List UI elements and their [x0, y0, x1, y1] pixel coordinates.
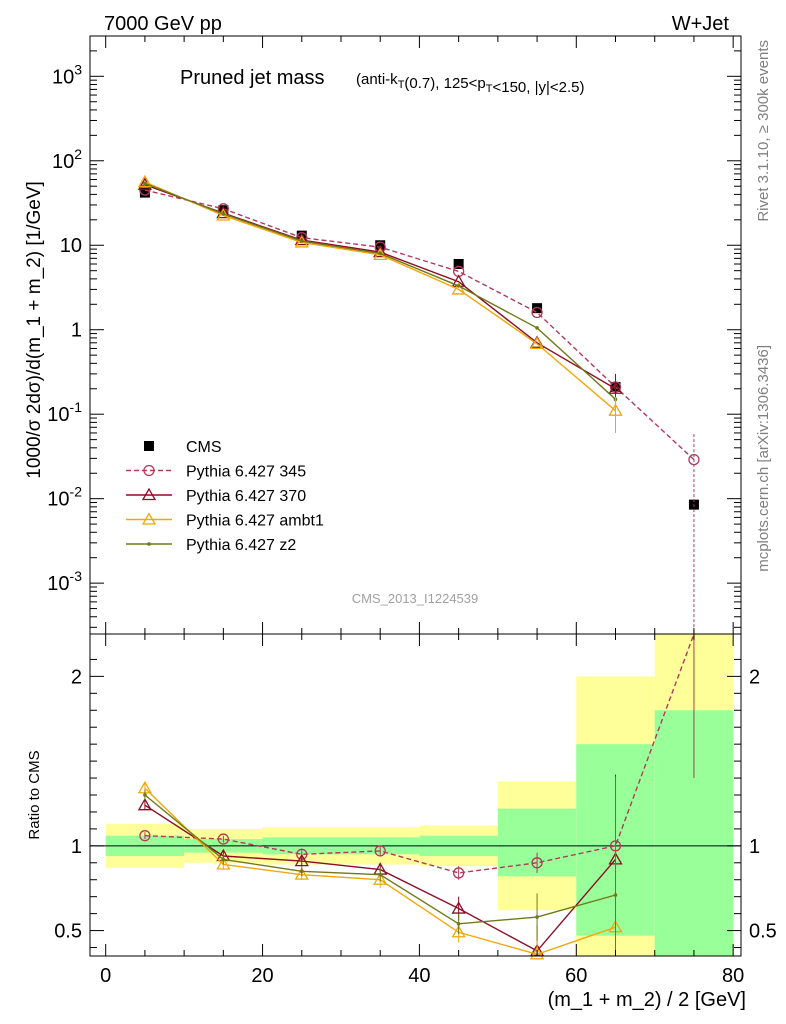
ratio-point-3-4	[456, 922, 461, 926]
main-point-3-4	[451, 282, 466, 295]
legend-marker-3	[141, 512, 157, 525]
x-tick-label-2: 40	[408, 965, 430, 987]
y-tick-label-0: 10-3	[47, 568, 82, 595]
ratio-point-3-1	[221, 857, 226, 862]
y-tick-label-2: 10-1	[47, 399, 82, 426]
legend-item-2: Pythia 6.427 370	[126, 487, 306, 505]
legend-item-1: Pythia 6.427 345	[126, 464, 306, 481]
y-tick-label-5: 102	[52, 146, 82, 173]
ratio-point-3-0	[143, 793, 147, 797]
main-point-0-4	[453, 258, 464, 269]
ratio-point-0-4	[452, 867, 465, 879]
main-series-3	[137, 174, 623, 416]
ratio-point-1-2	[294, 853, 309, 867]
y-tick-label-6: 103	[52, 61, 82, 88]
ratio-point-0-5	[531, 857, 543, 869]
ratio-point-3-3	[378, 872, 383, 877]
ratio-y-tick-label-right-1: 1	[749, 836, 760, 858]
ratio-y-axis-label: Ratio to CMS	[26, 750, 43, 839]
header-right: W+Jet	[672, 13, 730, 35]
main-series	[137, 174, 700, 634]
main-line-3	[144, 181, 616, 412]
ratio-line-0	[144, 633, 695, 874]
legend: CMS Pythia 6.427 345 Pythia 6.427 370 Pythi…	[126, 439, 324, 554]
ratio-point-2-3	[373, 872, 388, 885]
watermark: CMS_2013_I1224539	[352, 591, 479, 606]
main-line-1	[144, 189, 695, 461]
legend-marker-0	[144, 441, 154, 451]
y-tick-label-3: 1	[71, 320, 82, 342]
ratio-point-1-0	[137, 797, 153, 811]
main-point-1-5	[531, 306, 543, 319]
legend-label-4: Pythia 6.427 z2	[186, 537, 296, 554]
main-point-4-3	[378, 251, 383, 256]
main-point-0-5	[532, 303, 543, 314]
ratio-point-3-6	[613, 893, 618, 897]
main-series-0	[139, 187, 699, 510]
legend-label-0: CMS	[186, 439, 222, 456]
ratio-point-2-4	[451, 924, 466, 938]
main-errorbars	[615, 373, 695, 634]
main-line-2	[144, 184, 616, 390]
ratio-point-0-0	[139, 830, 151, 842]
ratio-point-3-5	[535, 915, 539, 919]
legend-marker-4	[147, 542, 151, 546]
main-point-2-3	[373, 244, 388, 258]
y-tick-label-4: 10	[60, 235, 82, 257]
ratio-y-tick-label-right-2: 2	[749, 666, 760, 688]
ratio-point-0-3	[374, 845, 386, 857]
ratio-series-3	[143, 776, 618, 956]
ratio-point-3-2	[299, 869, 304, 874]
legend-item-0: CMS	[144, 439, 222, 456]
y-axis-label: 1000/σ 2dσ)/d(m_1 + m_2) [1/GeV]	[24, 181, 45, 479]
header-left: 7000 GeV pp	[104, 13, 222, 35]
legend-label-2: Pythia 6.427 370	[186, 488, 306, 505]
side-label-bottom: mcplots.cern.ch [arXiv:1306.3436]	[755, 345, 772, 572]
legend-item-4: Pythia 6.427 z2	[126, 537, 296, 554]
x-tick-label-3: 60	[565, 965, 587, 987]
ratio-y-tick-label-2: 2	[71, 666, 82, 688]
legend-label-1: Pythia 6.427 345	[186, 464, 306, 481]
main-point-3-0	[137, 174, 153, 188]
main-point-0-0	[139, 187, 150, 198]
ratio-point-2-2	[294, 867, 309, 880]
ratio-point-0-1	[217, 833, 229, 845]
ratio-point-1-4	[451, 901, 466, 914]
ratio-point-2-1	[216, 857, 231, 870]
axes: 0 20 40 60 80 10-3 10-2 10-1 1 10 102 103 0.5 0.5 1 1 2 2	[47, 35, 777, 987]
x-tick-label-4: 80	[722, 965, 744, 987]
main-point-4-5	[535, 326, 539, 330]
ratio-y-tick-label-1: 1	[71, 836, 82, 858]
main-point-3-5	[529, 336, 545, 350]
main-point-4-0	[143, 181, 147, 186]
main-point-4-1	[221, 212, 226, 216]
main-point-4-2	[299, 239, 304, 243]
legend-marker-1	[143, 464, 155, 477]
main-line-4	[144, 182, 616, 400]
legend-marker-2	[141, 487, 157, 501]
ratio-y-tick-label-right-0: 0.5	[749, 921, 777, 943]
legend-label-3: Pythia 6.427 ambt1	[186, 513, 324, 530]
x-tick-label-0: 0	[100, 965, 111, 987]
main-point-4-4	[456, 284, 461, 288]
chart-subtitle: (anti-kT(0.7), 125<pT<150, |y|<2.5)	[356, 71, 585, 96]
x-axis-label: (m_1 + m_2) / 2 [GeV]	[548, 989, 746, 1011]
main-series-4	[143, 181, 618, 402]
ratio-y-tick-label-0: 0.5	[54, 921, 82, 943]
ratio-point-2-5	[529, 946, 545, 960]
ratio-bands	[105, 634, 734, 956]
y-tick-label-1: 10-2	[47, 484, 82, 511]
side-label-top: Rivet 3.1.10, ≥ 300k events	[755, 40, 772, 222]
legend-item-3: Pythia 6.427 ambt1	[126, 512, 324, 530]
x-tick-label-1: 20	[251, 965, 273, 987]
chart-title: Pruned jet mass	[180, 67, 325, 89]
